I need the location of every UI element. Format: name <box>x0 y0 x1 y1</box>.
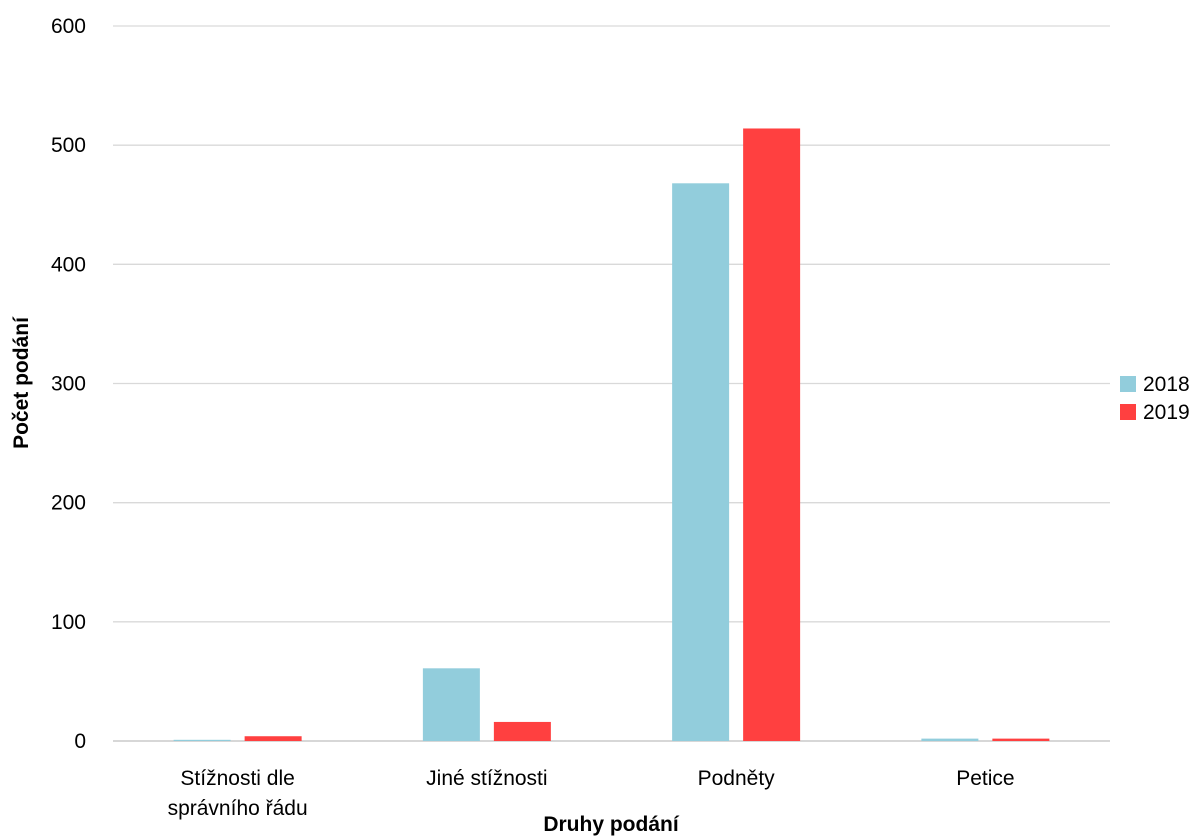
y-tick-400: 400 <box>51 253 86 276</box>
legend-swatch-2018 <box>1120 376 1136 392</box>
legend: 2018 2019 <box>1120 373 1190 424</box>
bar-2019-1 <box>493 721 551 741</box>
y-tick-300: 300 <box>51 373 86 396</box>
x-category-3: Petice <box>956 767 1014 790</box>
legend-label-2018: 2018 <box>1143 373 1190 396</box>
x-category-0: Stížnosti dle správního řádu <box>168 767 308 820</box>
bar-2018-1 <box>422 668 480 741</box>
bar-2019-3 <box>992 738 1050 741</box>
bar-2019-0 <box>244 736 302 741</box>
y-tick-0: 0 <box>74 730 86 753</box>
y-axis-title: Počet podání <box>10 316 33 449</box>
x-category-labels: Stížnosti dle správního řádu Jiné stížnost… <box>168 767 1015 820</box>
x-category-2: Podněty <box>698 767 776 790</box>
bars <box>173 128 1050 742</box>
bar-2019-2 <box>743 128 801 741</box>
legend-swatch-2019 <box>1120 404 1136 420</box>
y-tick-100: 100 <box>51 611 86 634</box>
y-tick-labels: 0 100 200 300 400 500 600 <box>51 15 86 753</box>
bar-2018-3 <box>921 738 979 741</box>
y-tick-200: 200 <box>51 492 86 515</box>
legend-label-2019: 2019 <box>1143 401 1190 424</box>
gridlines <box>113 25 1110 742</box>
y-tick-600: 600 <box>51 15 86 38</box>
y-tick-500: 500 <box>51 134 86 157</box>
x-axis-title: Druhy podání <box>543 813 679 836</box>
x-category-1: Jiné stížnosti <box>426 767 547 790</box>
bar-2018-0 <box>173 739 231 741</box>
bar-2018-2 <box>672 183 730 742</box>
